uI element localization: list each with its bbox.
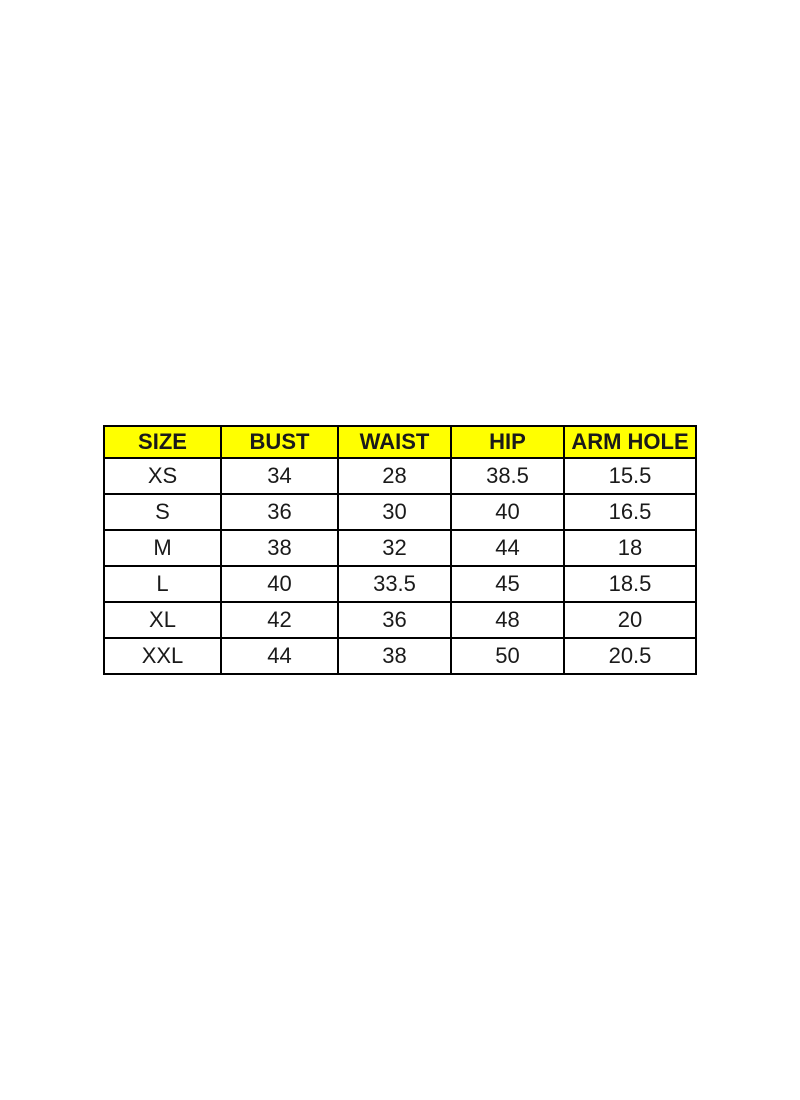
table-row-s: S 36 30 40 16.5 [103,493,697,531]
table-row-xl: XL 42 36 48 20 [103,601,697,639]
cell-bust: 40 [220,565,339,603]
cell-waist: 28 [337,457,452,495]
column-header-bust: BUST [220,425,339,459]
cell-hip: 44 [450,529,565,567]
cell-size: M [103,529,222,567]
cell-waist: 36 [337,601,452,639]
cell-waist: 33.5 [337,565,452,603]
cell-size: L [103,565,222,603]
cell-arm-hole: 18 [563,529,697,567]
cell-bust: 42 [220,601,339,639]
cell-bust: 36 [220,493,339,531]
cell-waist: 30 [337,493,452,531]
cell-size: XXL [103,637,222,675]
size-chart-table: SIZE BUST WAIST HIP ARM HOLE XS 34 28 38… [103,425,697,675]
cell-waist: 32 [337,529,452,567]
cell-bust: 44 [220,637,339,675]
cell-arm-hole: 16.5 [563,493,697,531]
cell-hip: 50 [450,637,565,675]
column-header-arm-hole: ARM HOLE [563,425,697,459]
table-row-xxl: XXL 44 38 50 20.5 [103,637,697,675]
cell-size: XS [103,457,222,495]
cell-hip: 40 [450,493,565,531]
cell-bust: 38 [220,529,339,567]
cell-size: XL [103,601,222,639]
cell-waist: 38 [337,637,452,675]
table-row-m: M 38 32 44 18 [103,529,697,567]
column-header-hip: HIP [450,425,565,459]
table-row-l: L 40 33.5 45 18.5 [103,565,697,603]
cell-size: S [103,493,222,531]
cell-hip: 48 [450,601,565,639]
cell-hip: 45 [450,565,565,603]
cell-arm-hole: 20 [563,601,697,639]
cell-arm-hole: 18.5 [563,565,697,603]
header-row: SIZE BUST WAIST HIP ARM HOLE [103,425,697,459]
cell-bust: 34 [220,457,339,495]
cell-arm-hole: 20.5 [563,637,697,675]
column-header-waist: WAIST [337,425,452,459]
cell-hip: 38.5 [450,457,565,495]
cell-arm-hole: 15.5 [563,457,697,495]
table-row-xs: XS 34 28 38.5 15.5 [103,457,697,495]
column-header-size: SIZE [103,425,222,459]
